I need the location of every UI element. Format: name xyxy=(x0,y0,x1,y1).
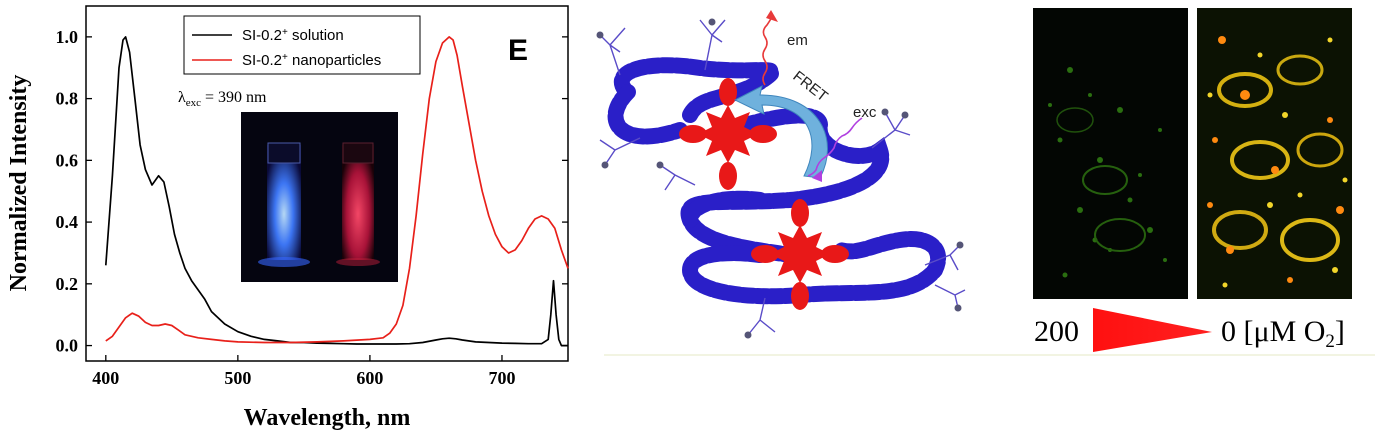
excitation-label: exc xyxy=(853,104,877,121)
oxygen-scale: 200 0 [μM O2] xyxy=(1034,308,1345,352)
cell-image-high-oxygen xyxy=(1033,8,1188,299)
legend-entry-nanoparticles: SI-0.2+ nanoparticles xyxy=(242,52,381,70)
legend: SI-0.2+ solution SI-0.2+ nanoparticles xyxy=(183,15,421,75)
x-axis-ticks: 400 500 600 700 xyxy=(92,355,515,388)
emission-arrow: em xyxy=(762,10,808,86)
x-axis-title: Wavelength, nm xyxy=(244,405,411,431)
y-tick-label: 1.0 xyxy=(56,27,79,47)
green-speckles xyxy=(1048,67,1167,278)
cell-image-low-oxygen xyxy=(1197,8,1352,299)
y-axis-title: Normalized Intensity xyxy=(6,75,32,292)
y-tick-label: 0.8 xyxy=(56,89,79,109)
plot-frame xyxy=(85,5,569,362)
y-axis-ticks: 0.0 0.2 0.4 0.6 0.8 1.0 xyxy=(56,27,568,356)
y-tick-label: 0.4 xyxy=(56,212,79,232)
y-tick-label: 0.6 xyxy=(56,150,79,170)
yellow-speckles xyxy=(1207,36,1348,288)
x-tick-label: 700 xyxy=(488,368,515,388)
excitation-arrow: exc xyxy=(807,104,877,182)
excitation-annotation: λexc = 390 nm xyxy=(178,89,267,109)
spectra-chart: 0.0 0.2 0.4 0.6 0.8 1.0 400 500 600 700 SI-0.2+ … xyxy=(6,5,569,431)
cuvette-photo xyxy=(241,112,398,282)
x-tick-label: 400 xyxy=(92,368,119,388)
emission-label: em xyxy=(787,32,808,49)
legend-entry-solution: SI-0.2+ solution xyxy=(242,27,344,45)
y-tick-label: 0.2 xyxy=(56,274,79,294)
series-line-nanoparticles xyxy=(105,36,569,344)
side-chain-beads xyxy=(596,18,964,339)
oxygen-scale-high-label: 200 xyxy=(1034,315,1079,348)
cell-images xyxy=(1033,8,1352,299)
panel-label: E xyxy=(508,34,528,67)
x-tick-label: 600 xyxy=(356,368,383,388)
fret-label: FRET xyxy=(790,68,831,106)
side-chains xyxy=(599,19,966,336)
oxygen-scale-unit-label: 0 [μM O2] xyxy=(1221,315,1345,352)
y-tick-label: 0.0 xyxy=(56,336,79,356)
dye-molecule-top xyxy=(679,78,777,190)
dye-molecule-bottom xyxy=(751,199,849,310)
series-layer xyxy=(104,36,569,347)
x-tick-label: 500 xyxy=(224,368,251,388)
oxygen-gradient-wedge xyxy=(1093,308,1212,352)
